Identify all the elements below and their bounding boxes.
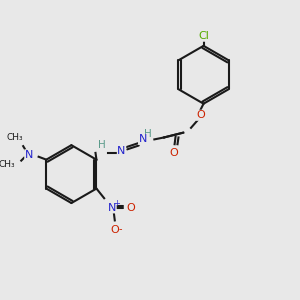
Text: Cl: Cl (198, 31, 209, 41)
Text: O: O (127, 203, 136, 213)
Text: H: H (98, 140, 106, 150)
Text: N: N (117, 146, 126, 156)
Text: CH₃: CH₃ (6, 133, 23, 142)
Text: CH₃: CH₃ (0, 160, 15, 169)
Text: N: N (25, 150, 33, 160)
Text: O: O (110, 225, 119, 235)
Text: H: H (144, 129, 152, 139)
Text: N: N (139, 134, 147, 144)
Text: O: O (196, 110, 205, 120)
Text: O: O (169, 148, 178, 158)
Text: N: N (108, 203, 116, 213)
Text: +: + (113, 199, 120, 208)
Text: -: - (119, 224, 122, 234)
